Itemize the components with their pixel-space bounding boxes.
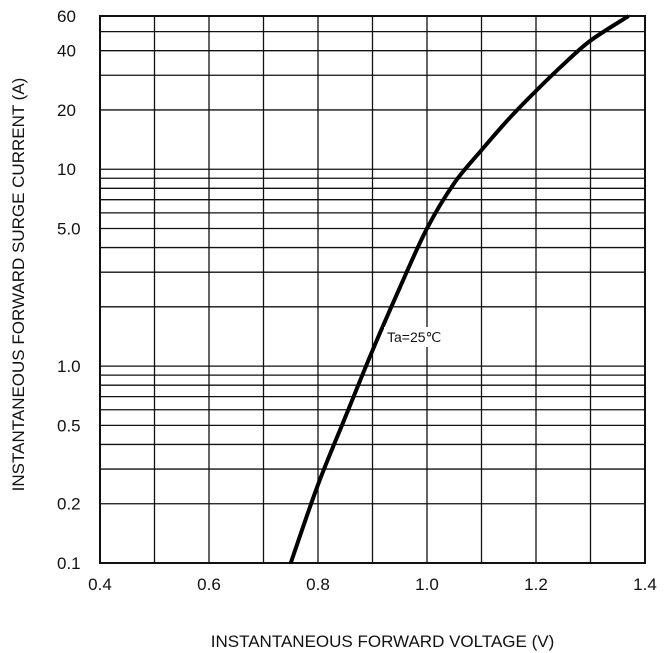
y-tick-label: 0.5: [57, 416, 81, 435]
y-tick-label: 20: [57, 101, 76, 120]
x-tick-label: 0.8: [306, 575, 330, 594]
y-axis-title: INSTANTANEOUS FORWARD SURGE CURRENT (A): [9, 78, 28, 492]
y-tick-label: 0.1: [57, 554, 81, 573]
grid: [100, 16, 645, 563]
x-tick-label: 1.4: [633, 575, 657, 594]
y-tick-label: 40: [57, 42, 76, 61]
annotation-background: [384, 327, 445, 347]
temperature-annotation: Ta=25℃: [387, 329, 441, 345]
y-tick-label: 0.2: [57, 495, 81, 514]
x-tick-label: 0.6: [197, 575, 221, 594]
x-tick-labels: 0.4 0.6 0.8 1.0 1.2 1.4: [88, 575, 657, 594]
y-tick-label: 1.0: [57, 357, 81, 376]
y-tick-labels: 0.1 0.2 0.5 1.0 5.0 10 20 40 60: [57, 7, 81, 573]
x-axis-title: INSTANTANEOUS FORWARD VOLTAGE (V): [211, 632, 555, 651]
x-tick-label: 1.2: [524, 575, 548, 594]
x-tick-label: 0.4: [88, 575, 112, 594]
data-series-line: [288, 14, 630, 564]
x-tick-label: 1.0: [415, 575, 439, 594]
y-tick-label: 60: [57, 7, 76, 26]
y-tick-label: 10: [57, 160, 76, 179]
y-tick-label: 5.0: [57, 219, 81, 238]
plot-frame: [99, 15, 646, 564]
